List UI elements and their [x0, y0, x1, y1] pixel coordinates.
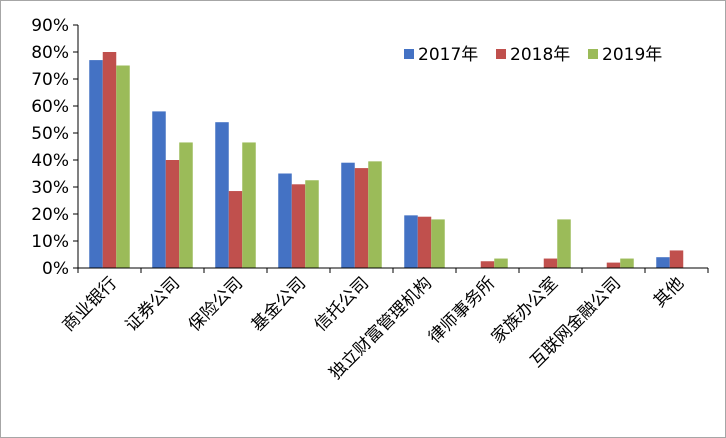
- legend-label: 2017年: [418, 45, 478, 65]
- bar: [165, 160, 180, 268]
- axes: [77, 25, 709, 273]
- bar: [179, 142, 193, 268]
- legend: 2017年 2018年 2019年: [404, 45, 662, 65]
- legend-label: 2019年: [602, 45, 662, 65]
- bar: [494, 258, 508, 268]
- y-tick-label: 30%: [31, 178, 69, 198]
- x-category-label: 信托公司: [311, 273, 373, 335]
- y-tick-label: 10%: [31, 232, 69, 252]
- bar: [215, 122, 229, 268]
- bar: [404, 215, 418, 268]
- y-tick-label: 20%: [31, 205, 69, 225]
- x-category-label: 律师事务所: [425, 273, 499, 347]
- bar: [656, 257, 670, 268]
- y-tick-label: 90%: [31, 16, 69, 36]
- bar: [669, 250, 684, 268]
- bar: [557, 219, 571, 268]
- bar: [228, 191, 243, 268]
- x-category-label: 其他: [650, 273, 688, 311]
- x-category-label: 商业银行: [59, 273, 121, 335]
- x-category-label: 证券公司: [122, 273, 184, 335]
- y-tick-label: 40%: [31, 151, 69, 171]
- y-tick-label: 80%: [31, 43, 69, 63]
- bar: [417, 216, 432, 268]
- bar: [341, 162, 355, 268]
- bar: [543, 258, 558, 268]
- bar: [368, 161, 382, 268]
- bar: [89, 60, 103, 268]
- bars-group: [89, 52, 684, 269]
- x-category-label: 基金公司: [248, 273, 310, 335]
- bar: [116, 65, 130, 268]
- bar: [278, 173, 292, 268]
- bar: [102, 52, 117, 268]
- bar: [431, 219, 445, 268]
- y-tick-label: 50%: [31, 124, 69, 144]
- bar: [480, 261, 495, 268]
- y-tick-label: 60%: [31, 97, 69, 117]
- legend-swatch: [404, 49, 414, 59]
- bar: [305, 180, 319, 268]
- bar: [291, 184, 306, 268]
- y-axis-ticks: 0% 10% 20% 30% 40% 50% 60% 70% 80% 90%: [31, 16, 78, 279]
- x-axis-labels: 商业银行 证券公司 保险公司 基金公司 信托公司独立财富管理机构律师事务所家族办公室互联…: [59, 273, 688, 383]
- legend-swatch: [588, 49, 598, 59]
- y-tick-label: 70%: [31, 70, 69, 90]
- bar: [620, 258, 634, 268]
- bar: [606, 262, 621, 268]
- bar: [242, 142, 256, 268]
- legend-label: 2018年: [510, 45, 570, 65]
- bar: [152, 111, 166, 269]
- bar: [354, 168, 369, 268]
- legend-swatch: [496, 49, 506, 59]
- y-tick-label: 0%: [42, 259, 69, 279]
- x-category-label: 保险公司: [185, 273, 247, 335]
